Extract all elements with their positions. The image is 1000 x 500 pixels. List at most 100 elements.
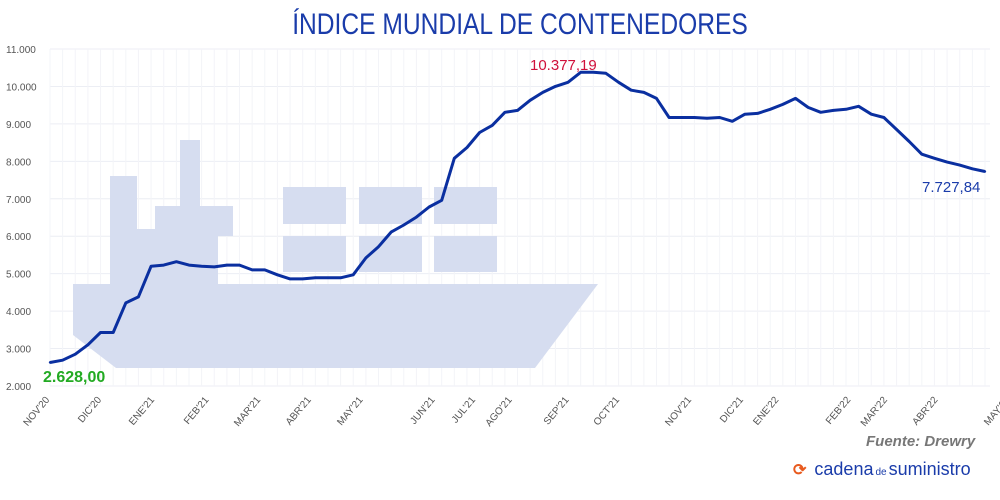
data-point (440, 199, 443, 202)
ship-cabin (200, 206, 233, 236)
data-point (844, 108, 848, 111)
data-point (276, 273, 279, 276)
data-point (769, 108, 772, 111)
x-tick-label: FEB'22 (824, 395, 854, 427)
data-point (642, 91, 646, 94)
container (434, 236, 497, 272)
data-point (731, 120, 734, 123)
x-tick-label: MAY'22 (982, 395, 1000, 428)
data-point (162, 263, 165, 267)
data-point (819, 111, 822, 114)
x-tick-label: JUN'21 (408, 395, 438, 427)
data-point (920, 153, 924, 156)
data-point (225, 263, 229, 267)
ship-cabin (200, 236, 218, 284)
x-tick-label: ENE'22 (751, 395, 781, 428)
data-point (111, 331, 115, 334)
data-point (352, 273, 355, 276)
data-point (200, 264, 203, 268)
data-point (882, 116, 886, 119)
data-point (971, 167, 974, 171)
ship-cabin (110, 176, 137, 284)
data-point (478, 131, 481, 134)
data-point (453, 157, 456, 160)
x-tick-label: MAR'22 (859, 395, 890, 429)
data-point (402, 223, 405, 227)
data-point (794, 97, 797, 100)
data-point (693, 116, 696, 119)
data-point (630, 88, 633, 92)
data-point (503, 111, 507, 114)
ship-chimney (180, 140, 200, 284)
data-point (907, 140, 911, 143)
data-point (86, 343, 90, 347)
data-point (933, 157, 936, 160)
data-point (983, 170, 987, 173)
ship-cabin (155, 206, 180, 284)
ship-illustration (73, 140, 598, 368)
x-tick-label: MAR'21 (232, 395, 263, 429)
x-tick-label: AGO'21 (484, 395, 515, 429)
x-tick-label: ABR'21 (284, 395, 314, 428)
data-point (528, 99, 532, 102)
y-tick-label: 10.000 (6, 82, 37, 93)
data-point (175, 260, 178, 263)
x-tick-label: SEP'21 (542, 395, 572, 428)
logo-text: cadena (814, 459, 874, 479)
data-point (99, 331, 102, 334)
data-point (832, 109, 835, 112)
data-point (427, 205, 431, 209)
data-point (238, 263, 241, 267)
logo-text: de (875, 467, 887, 478)
container (283, 236, 346, 272)
y-tick-label: 5.000 (6, 270, 31, 281)
data-point (806, 106, 810, 109)
data-point (958, 163, 961, 167)
container (359, 187, 422, 224)
x-tick-label: DIC'20 (76, 395, 104, 426)
data-point (566, 81, 570, 84)
x-tick-label: ENE'21 (127, 395, 157, 428)
data-point (705, 117, 709, 120)
x-tick-label: NOV'20 (22, 395, 53, 429)
data-point (339, 276, 342, 279)
x-tick-label: ABR'22 (911, 395, 941, 428)
source-note: Fuente: Drewry (866, 433, 976, 450)
data-point (48, 361, 52, 364)
x-tick-label: JUL'21 (450, 395, 479, 426)
data-point (149, 264, 153, 268)
data-point (743, 112, 747, 116)
y-tick-label: 9.000 (6, 120, 31, 131)
data-point (870, 112, 873, 116)
brand-logo: ⟳ cadena de suministro (793, 459, 971, 480)
container (283, 187, 346, 224)
chart-title: ÍNDICE MUNDIAL DE CONTENEDORES (292, 8, 748, 41)
annotation-start: 2.628,00 (43, 369, 105, 386)
data-point (491, 124, 494, 127)
ship-hull (73, 284, 598, 368)
data-point (592, 71, 595, 74)
data-point (415, 215, 418, 219)
data-point (377, 245, 380, 248)
data-point (895, 128, 898, 131)
data-point (364, 256, 368, 260)
data-point (857, 105, 860, 108)
data-point (554, 85, 557, 88)
x-tick-label: DIC'21 (718, 395, 746, 426)
data-point (655, 97, 658, 100)
data-point (667, 116, 671, 119)
y-tick-label: 4.000 (6, 307, 31, 318)
data-point (124, 301, 128, 305)
y-tick-label: 3.000 (6, 345, 31, 356)
x-tick-label: OCT'21 (592, 395, 623, 429)
data-point (61, 358, 64, 362)
data-point (718, 116, 721, 119)
data-point (263, 268, 266, 272)
data-point (945, 160, 949, 164)
y-tick-label: 7.000 (6, 195, 31, 206)
data-point (781, 103, 785, 106)
annotation-end: 7.727,84 (922, 179, 980, 196)
data-point (250, 268, 254, 272)
x-tick-label: FEB'21 (182, 395, 212, 427)
